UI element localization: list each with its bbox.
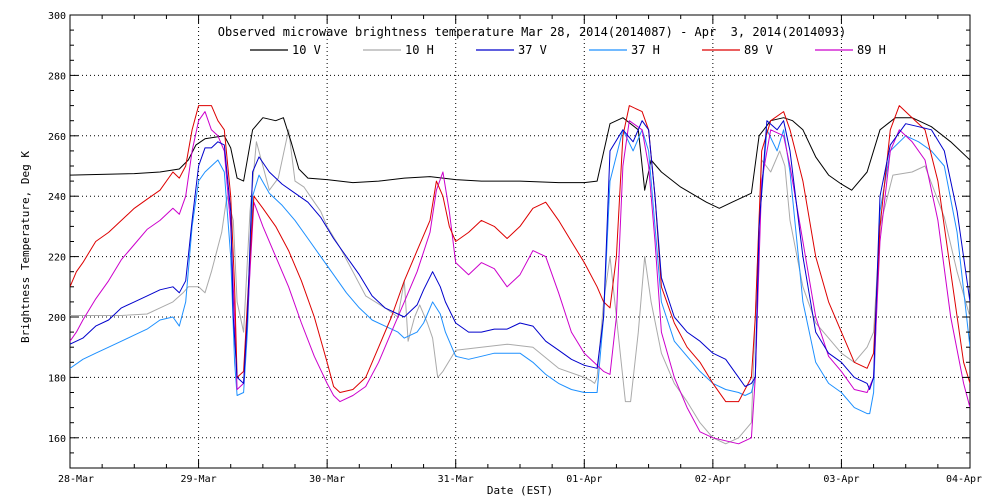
legend-label: 10 H: [405, 43, 434, 57]
x-tick-label: 31-Mar: [438, 474, 474, 485]
x-tick-label: 04-Apr: [946, 474, 982, 485]
x-tick-label: 28-Mar: [58, 474, 94, 485]
series-line-10-h: [70, 129, 970, 445]
legend: 10 V 10 H 37 V 37 H 89 V 89 H: [250, 43, 886, 57]
series-line-89-v: [70, 105, 970, 403]
legend-label: 37 V: [518, 43, 547, 57]
series-line-89-h: [70, 111, 970, 445]
y-tick-label: 300: [48, 11, 66, 22]
y-tick-label: 180: [48, 373, 66, 384]
legend-label: 89 H: [857, 43, 886, 57]
legend-label: 37 H: [631, 43, 660, 57]
x-tick-labels: 28-Mar 29-Mar 30-Mar 31-Mar 01-Apr 02-Apr 03-A…: [58, 474, 982, 485]
y-axis-label: Brightness Temperature, Deg K: [19, 151, 32, 343]
x-axis-label: Date (EST): [487, 484, 553, 497]
y-tick-label: 220: [48, 253, 66, 264]
x-tick-label: 30-Mar: [309, 474, 345, 485]
series-layer: [70, 105, 970, 445]
series-line-10-v: [70, 117, 970, 209]
y-tick-label: 260: [48, 132, 66, 143]
y-tick-label: 240: [48, 192, 66, 203]
legend-label: 89 V: [744, 43, 773, 57]
x-tick-label: 02-Apr: [695, 474, 731, 485]
chart-title: Observed microwave brightness temperatur…: [218, 25, 847, 39]
x-tick-label: 03-Apr: [823, 474, 859, 485]
series-line-37-h: [70, 129, 970, 415]
y-tick-labels: 160 180 200 220 240 260 280 300: [48, 11, 66, 445]
y-tick-label: 200: [48, 313, 66, 324]
y-tick-label: 280: [48, 71, 66, 82]
x-tick-label: 29-Mar: [181, 474, 217, 485]
series-line-37-v: [70, 120, 970, 390]
axis-ticks: [69, 15, 971, 469]
x-tick-label: 01-Apr: [566, 474, 602, 485]
y-tick-label: 160: [48, 434, 66, 445]
legend-label: 10 V: [292, 43, 321, 57]
